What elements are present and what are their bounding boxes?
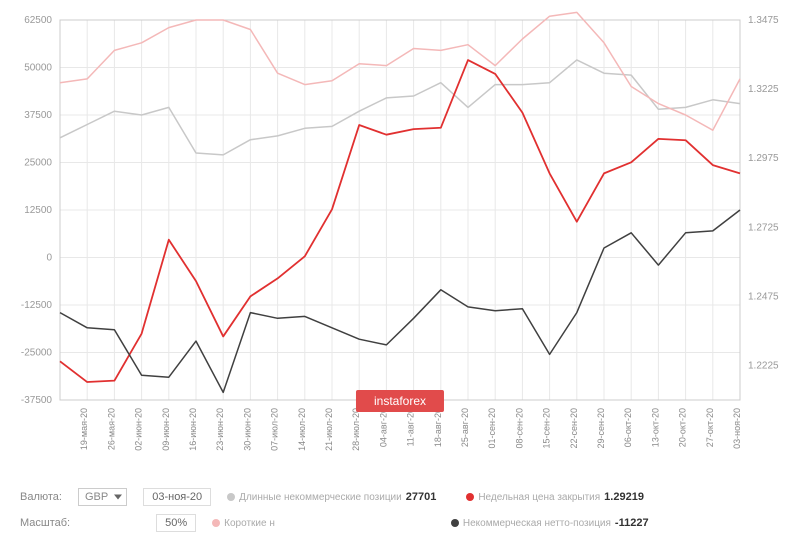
svg-text:1.3225: 1.3225: [748, 84, 779, 95]
svg-text:1.3475: 1.3475: [748, 15, 779, 26]
date-display: 03-ноя-20: [143, 488, 211, 506]
legend-dot-short: [212, 519, 220, 527]
svg-text:12500: 12500: [24, 205, 52, 216]
svg-text:28-июл-20: 28-июл-20: [351, 408, 361, 451]
svg-text:02-июн-20: 02-июн-20: [134, 408, 144, 451]
svg-text:30-июн-20: 30-июн-20: [242, 408, 252, 451]
svg-text:15-сен-20: 15-сен-20: [542, 408, 552, 449]
legend-short: Короткие н: [212, 518, 275, 529]
svg-text:06-окт-20: 06-окт-20: [623, 408, 633, 447]
svg-text:25000: 25000: [24, 158, 52, 169]
control-row-2: Масштаб: 50% Короткие н Некоммерческая н…: [20, 514, 780, 532]
legend-close: Недельная цена закрытия 1.29219: [466, 491, 644, 503]
svg-text:37500: 37500: [24, 110, 52, 121]
svg-text:1.2475: 1.2475: [748, 291, 779, 302]
legend-net-label: Некоммерческая нетто-позиция: [463, 518, 611, 529]
svg-text:21-июл-20: 21-июл-20: [324, 408, 334, 451]
svg-text:29-сен-20: 29-сен-20: [596, 408, 606, 449]
chart-area: -37500 -25000 -12500 0 12500 25000 37500 50000 6…: [0, 0, 800, 480]
svg-text:11-авг-20: 11-авг-20: [406, 408, 416, 446]
legend-long-label: Длинные некоммерческие позиции: [239, 492, 402, 503]
currency-label: Валюта:: [20, 491, 62, 503]
svg-text:14-июл-20: 14-июл-20: [297, 408, 307, 451]
svg-text:13-окт-20: 13-окт-20: [650, 408, 660, 447]
svg-text:27-окт-20: 27-окт-20: [705, 408, 715, 447]
svg-text:1.2975: 1.2975: [748, 153, 779, 164]
legend-short-label: Короткие н: [224, 518, 275, 529]
legend-close-value: 1.29219: [604, 491, 644, 503]
svg-text:50000: 50000: [24, 63, 52, 74]
svg-text:03-ноя-20: 03-ноя-20: [732, 408, 742, 449]
svg-text:26-мая-20: 26-мая-20: [106, 408, 116, 450]
svg-text:62500: 62500: [24, 15, 52, 26]
svg-text:25-авг-20: 25-авг-20: [460, 408, 470, 447]
svg-text:0: 0: [46, 253, 52, 264]
legend-long: Длинные некоммерческие позиции 27701: [227, 491, 436, 503]
svg-text:-25000: -25000: [21, 348, 53, 359]
legend-long-value: 27701: [406, 491, 437, 503]
controls-panel: Валюта: GBP 03-ноя-20 Длинные некоммерче…: [0, 480, 800, 548]
svg-text:-37500: -37500: [21, 395, 53, 406]
svg-text:16-июн-20: 16-июн-20: [188, 408, 198, 451]
svg-text:-12500: -12500: [21, 300, 53, 311]
svg-text:1.2225: 1.2225: [748, 360, 779, 371]
svg-text:08-сен-20: 08-сен-20: [514, 408, 524, 449]
legend-dot-close: [466, 493, 474, 501]
scale-value: 50%: [156, 514, 196, 532]
svg-text:09-июн-20: 09-июн-20: [161, 408, 171, 451]
scale-label: Масштаб:: [20, 517, 70, 529]
currency-select[interactable]: GBP: [78, 488, 127, 506]
svg-text:19-мая-20: 19-мая-20: [79, 408, 89, 450]
svg-text:22-сен-20: 22-сен-20: [569, 408, 579, 449]
legend-close-label: Недельная цена закрытия: [478, 492, 600, 503]
control-row-1: Валюта: GBP 03-ноя-20 Длинные некоммерче…: [20, 488, 780, 506]
svg-text:01-сен-20: 01-сен-20: [487, 408, 497, 449]
svg-text:1.2725: 1.2725: [748, 222, 779, 233]
watermark: instaforex: [356, 390, 444, 412]
legend-dot-long: [227, 493, 235, 501]
svg-text:23-июн-20: 23-июн-20: [215, 408, 225, 451]
svg-text:04-авг-20: 04-авг-20: [378, 408, 388, 447]
legend-dot-net: [451, 519, 459, 527]
svg-text:20-окт-20: 20-окт-20: [678, 408, 688, 447]
legend-net-value: -11227: [615, 517, 649, 529]
legend-net: Некоммерческая нетто-позиция -11227: [451, 517, 649, 529]
svg-text:07-июл-20: 07-июл-20: [270, 408, 280, 451]
svg-text:18-авг-20: 18-авг-20: [433, 408, 443, 447]
